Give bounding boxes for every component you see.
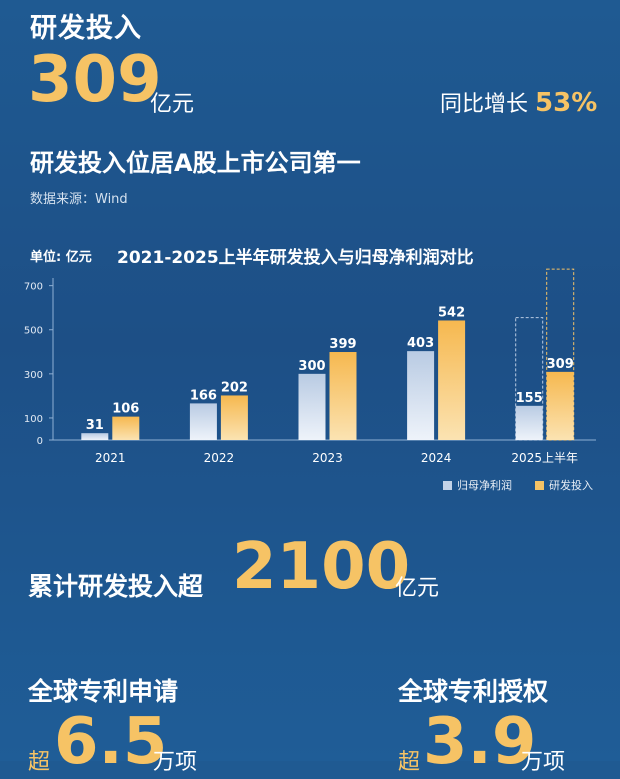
category-label: 2023 <box>312 451 343 465</box>
data-label-profit: 166 <box>190 388 217 403</box>
category-label: 2024 <box>421 451 452 465</box>
data-label-profit: 300 <box>298 359 325 374</box>
bar-profit <box>189 403 217 440</box>
data-label-rd: 399 <box>329 337 356 352</box>
section-title: 研发投入 <box>30 13 142 44</box>
category-label: 2025上半年 <box>511 451 578 465</box>
data-label-profit: 155 <box>516 391 543 406</box>
legend-label-profit: 归母净利润 <box>457 479 512 492</box>
bar-chart: 0 100 300 500 700 31 106 2021 166 202 2022 300 399 20… <box>23 268 596 465</box>
bar-rd <box>220 395 248 440</box>
data-source: 数据来源：Wind <box>30 192 128 207</box>
cumulative-unit: 亿元 <box>395 576 440 601</box>
y-tick-label: 700 <box>24 282 43 293</box>
patent-grant-prefix: 超 <box>398 750 421 775</box>
data-label-rd: 202 <box>221 380 248 395</box>
data-label-rd: 542 <box>438 305 465 320</box>
patent-apply-prefix: 超 <box>28 750 51 775</box>
cumulative-label: 累计研发投入超 <box>28 572 204 601</box>
category-label: 2021 <box>95 451 126 465</box>
bar-profit <box>81 433 109 440</box>
patent-grant-unit: 万项 <box>521 750 566 775</box>
yoy-growth: 同比增长 53% <box>440 86 597 118</box>
yoy-label: 同比增长 <box>440 92 529 117</box>
chart-title: 2021-2025上半年研发投入与归母净利润对比 <box>117 248 474 268</box>
legend-item-rd: 研发投入 <box>535 477 593 493</box>
bar-profit <box>407 351 435 440</box>
yoy-value: 53% <box>535 88 598 118</box>
data-label-profit: 403 <box>407 336 434 351</box>
patent-grant-label: 全球专利授权 <box>398 677 549 706</box>
data-label-rd: 106 <box>112 402 139 417</box>
data-label-rd: 309 <box>547 357 574 372</box>
legend-label-rd: 研发投入 <box>549 479 593 492</box>
y-tick-label: 300 <box>24 370 43 381</box>
rd-investment-unit: 亿元 <box>150 92 195 117</box>
cumulative-value: 2100 <box>232 530 411 604</box>
y-tick-label: 0 <box>37 436 43 447</box>
legend-swatch-profit <box>443 480 452 490</box>
bar-rd <box>438 320 466 440</box>
bar-rd <box>546 371 574 440</box>
legend-swatch-rd <box>535 480 544 490</box>
rank-statement: 研发投入位居A股上市公司第一 <box>30 149 361 177</box>
bar-profit <box>515 405 543 440</box>
patent-apply-value: 6.5 <box>54 705 168 779</box>
patent-grant-value: 3.9 <box>423 705 537 779</box>
category-label: 2022 <box>204 451 235 465</box>
patent-apply-unit: 万项 <box>153 750 198 775</box>
y-tick-label: 500 <box>24 326 43 337</box>
data-label-profit: 31 <box>86 418 104 433</box>
bar-profit <box>298 373 326 440</box>
chart-unit: 单位: 亿元 <box>30 250 92 265</box>
y-tick-label: 100 <box>24 414 43 425</box>
patent-apply-label: 全球专利申请 <box>28 677 179 706</box>
rd-investment-value: 309 <box>28 43 162 117</box>
legend-item-profit: 归母净利润 <box>443 477 512 493</box>
bar-rd <box>112 416 140 440</box>
bar-rd <box>329 352 357 440</box>
